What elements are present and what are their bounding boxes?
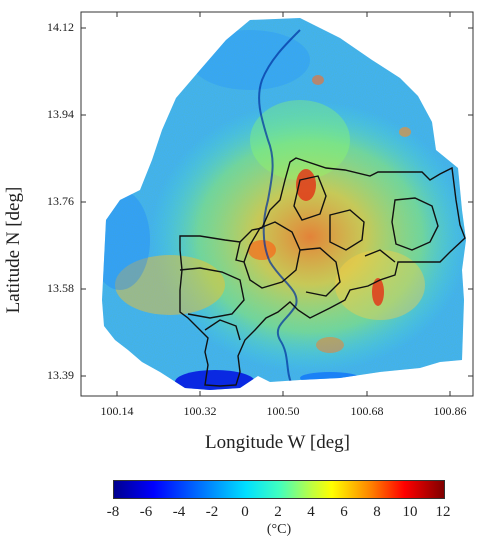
inner-district-5 xyxy=(329,209,365,251)
colorbar-unit-label: (°C) xyxy=(266,522,292,537)
hot-spot-2 xyxy=(372,278,384,306)
colorbar-tick-label: -2 xyxy=(205,504,219,520)
inner-district-1 xyxy=(243,221,301,289)
x-tick-label: 100.32 xyxy=(183,404,217,418)
colorbar-tick-label: 2 xyxy=(274,504,282,520)
colorbar-tick-label: -6 xyxy=(139,504,153,520)
tick-marks xyxy=(81,12,473,396)
warm-patch-west xyxy=(115,255,225,315)
y-tick-label: 14.12 xyxy=(47,20,74,34)
cool-coast xyxy=(175,370,255,390)
x-tick-label: 100.68 xyxy=(350,404,384,418)
bangkok-boundary xyxy=(179,157,466,387)
colorbar-tick-label: 0 xyxy=(241,504,249,520)
y-tick-label: 13.58 xyxy=(47,281,74,295)
x-tick-label: 100.86 xyxy=(433,404,467,418)
inner-district-2 xyxy=(179,267,245,319)
hot-spot-3 xyxy=(248,240,276,260)
inner-district-4 xyxy=(293,175,327,221)
heat-map xyxy=(80,11,474,397)
x-axis-label: Longitude W [deg] xyxy=(205,432,350,453)
colorbar-tick-label: 12 xyxy=(435,504,451,520)
inner-district-7 xyxy=(299,247,341,297)
y-tick-label: 13.94 xyxy=(47,107,74,121)
y-tick-label: 13.76 xyxy=(47,194,74,208)
colorbar-tick-label: 10 xyxy=(402,504,418,520)
y-tick-label: 13.39 xyxy=(47,368,74,382)
inner-district-8 xyxy=(235,241,245,263)
district-boundaries xyxy=(179,157,466,387)
colorbar-tick-label: 4 xyxy=(307,504,315,520)
river xyxy=(258,29,301,386)
colorbar-tick-label: -8 xyxy=(106,504,120,520)
colorbar-tick-label: 8 xyxy=(373,504,381,520)
hot-spot-4 xyxy=(312,75,324,85)
warm-patch-north xyxy=(250,100,350,180)
hot-spot-5 xyxy=(399,127,411,137)
y-axis-label: Latitude N [deg] xyxy=(3,186,24,314)
x-tick-label: 100.14 xyxy=(100,404,134,418)
colorbar-tick-label: 6 xyxy=(340,504,348,520)
hot-spot-6 xyxy=(316,337,344,353)
colorbar xyxy=(113,480,445,499)
colorbar-tick-label: -4 xyxy=(172,504,186,520)
inner-district-3 xyxy=(391,197,439,251)
inner-district-9 xyxy=(364,249,396,263)
inner-district-6 xyxy=(204,319,241,341)
x-tick-label: 100.50 xyxy=(266,404,300,418)
